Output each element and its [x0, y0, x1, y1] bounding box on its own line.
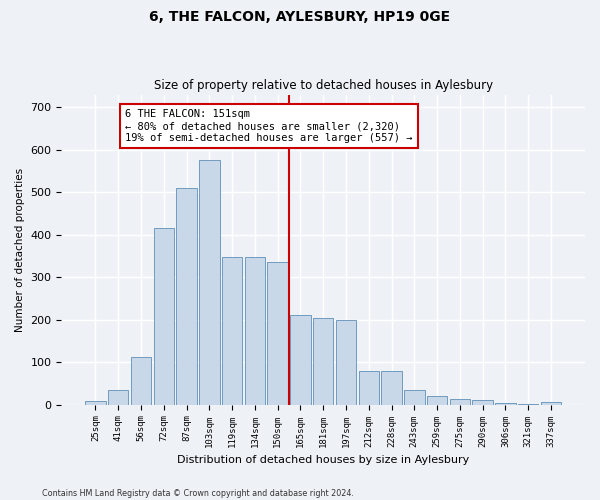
Bar [336, 320, 356, 404]
Text: 6 THE FALCON: 151sqm
← 80% of detached houses are smaller (2,320)
19% of semi-de: 6 THE FALCON: 151sqm ← 80% of detached h… [125, 110, 413, 142]
Y-axis label: Number of detached properties: Number of detached properties [15, 168, 25, 332]
Bar [131, 356, 151, 405]
Bar [108, 390, 128, 404]
Title: Size of property relative to detached houses in Aylesbury: Size of property relative to detached ho… [154, 79, 493, 92]
Bar [359, 370, 379, 404]
Bar [154, 228, 174, 404]
Bar [381, 370, 402, 404]
Bar [495, 402, 515, 404]
Bar [290, 316, 311, 404]
Bar [268, 262, 288, 404]
X-axis label: Distribution of detached houses by size in Aylesbury: Distribution of detached houses by size … [177, 455, 469, 465]
Bar [404, 390, 425, 404]
Bar [541, 402, 561, 404]
Bar [199, 160, 220, 404]
Bar [427, 396, 448, 404]
Bar [222, 258, 242, 404]
Bar [449, 399, 470, 404]
Bar [245, 257, 265, 404]
Bar [313, 318, 334, 404]
Bar [472, 400, 493, 404]
Bar [85, 402, 106, 404]
Text: Contains HM Land Registry data © Crown copyright and database right 2024.: Contains HM Land Registry data © Crown c… [42, 488, 354, 498]
Text: 6, THE FALCON, AYLESBURY, HP19 0GE: 6, THE FALCON, AYLESBURY, HP19 0GE [149, 10, 451, 24]
Bar [176, 188, 197, 404]
